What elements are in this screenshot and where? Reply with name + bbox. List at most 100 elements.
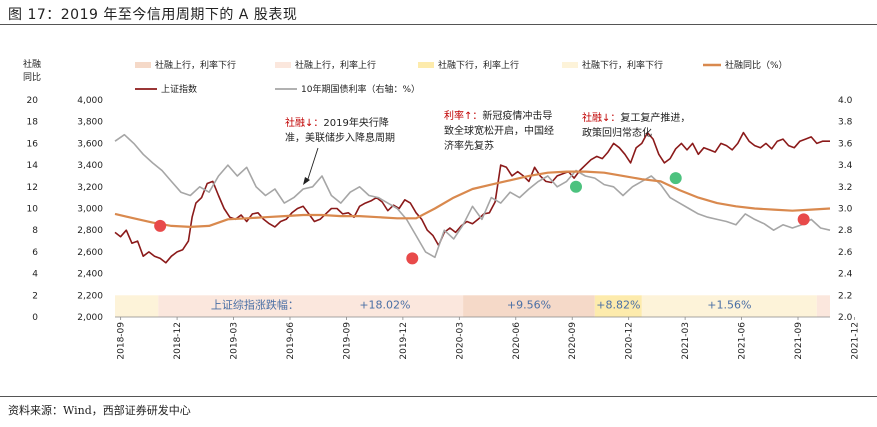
legend-label: 社融上行，利率上行 (295, 59, 376, 71)
left2-tick: 3,200 (77, 183, 103, 193)
right-tick: 3.6 (838, 139, 853, 149)
annotation-line: 社融↓：复工复产推进， (582, 111, 690, 124)
right-tick: 3.2 (838, 183, 852, 193)
left-tick: 12 (27, 183, 38, 193)
phase-bands: 上证综指涨跌幅： +18.02% +9.56% +8.82% +1.56% (115, 295, 830, 317)
marker-dot (406, 252, 419, 265)
legend-label: 社融同比（%） (725, 59, 788, 71)
series-lines (114, 131, 831, 264)
annotation-text: 复工复产推进， (620, 111, 690, 124)
annotation-line: 济率先复苏 (444, 139, 494, 152)
legend-label: 社融上行，利率下行 (155, 59, 236, 71)
marker-dot (569, 180, 582, 193)
left2-tick: 2,800 (77, 226, 103, 236)
left-tick: 20 (27, 96, 39, 106)
legend-swatch (562, 62, 578, 68)
legend-swatch (418, 62, 434, 68)
right-tick: 3.0 (838, 205, 853, 215)
annotation-line: 致全球宽松开启，中国经 (444, 124, 554, 137)
band-4 (641, 295, 817, 317)
annotation-text: 济率先复苏 (444, 139, 494, 152)
annotation-text: 新冠疫情冲击导 (482, 109, 552, 122)
x-tick-label: 2018-12 (173, 322, 183, 360)
right-tick: 2.6 (838, 248, 853, 258)
annotation-line: 社融↓：2019年央行降 (285, 116, 389, 129)
band-label: +9.56% (507, 298, 551, 311)
x-tick-label: 2020-12 (625, 322, 635, 360)
annotation-text: 政策回归常态化 (582, 126, 652, 139)
figure-title: 图 17：2019 年至今信用周期下的 A 股表现 (8, 7, 298, 23)
series-line-1 (114, 133, 831, 259)
annotation-arrow (306, 147, 319, 183)
band-5 (816, 295, 830, 317)
left-tick: 10 (27, 205, 39, 215)
annotation-text: 致全球宽松开启，中国经 (444, 124, 554, 137)
left-tick: 18 (27, 118, 39, 128)
x-tick-label: 2020-09 (568, 322, 578, 360)
right-tick: 2.8 (838, 226, 853, 236)
left-tick: 4 (32, 270, 38, 280)
source-rule (0, 396, 877, 397)
annotations: 社融↓：2019年央行降准，美联储步入降息周期利率↑：新冠疫情冲击导致全球宽松开… (285, 109, 690, 185)
band-label: +1.56% (707, 298, 751, 311)
left-tick: 16 (27, 139, 39, 149)
left2-tick: 3,000 (77, 205, 103, 215)
left-tick: 2 (32, 291, 38, 301)
legend-label: 社融下行，利率下行 (582, 59, 663, 71)
annotation-line: 准，美联储步入降息周期 (285, 131, 395, 144)
band-0 (115, 295, 159, 317)
band-1 (158, 295, 464, 317)
left-tick: 8 (32, 226, 38, 236)
left2-tick: 2,600 (77, 248, 103, 258)
annotation-text: 2019年央行降 (323, 116, 388, 129)
left-axis-title: 社融 (23, 58, 41, 70)
legend-label: 10年期国债利率（右轴：%） (301, 83, 420, 95)
right-tick: 3.4 (838, 161, 853, 171)
right-tick: 2.2 (838, 291, 852, 301)
x-tick-label: 2019-06 (286, 322, 296, 360)
markers (154, 172, 810, 265)
x-tick-label: 2019-03 (230, 322, 240, 360)
marker-dot (669, 172, 682, 185)
x-tick-label: 2020-06 (512, 322, 522, 360)
left2-tick: 3,600 (77, 139, 103, 149)
band-2 (463, 295, 595, 317)
left-tick: 14 (27, 161, 39, 171)
left2-tick: 3,800 (77, 118, 103, 128)
left-tick: 0 (32, 313, 38, 323)
series-line-0 (114, 131, 830, 264)
x-tick-label: 2020-03 (455, 322, 465, 360)
annotation-arrowhead (303, 177, 310, 185)
annotation-key: 社融↓： (582, 111, 620, 124)
title-rule (0, 24, 877, 25)
chart: 上证综指涨跌幅： +18.02% +9.56% +8.82% +1.56% 20 4,0… (23, 58, 860, 360)
left2-tick: 3,400 (77, 161, 103, 171)
x-tick-label: 2019-09 (342, 322, 352, 360)
x-tick-label: 2021-03 (681, 322, 691, 360)
legend-label: 上证指数 (161, 83, 197, 95)
series-line-2 (114, 170, 831, 228)
legend-swatch (135, 62, 151, 68)
right-tick: 4.0 (838, 96, 853, 106)
marker-dot (797, 213, 810, 226)
band-3 (594, 295, 642, 317)
x-tick-label: 2021-09 (794, 322, 804, 360)
annotation-line: 利率↑：新冠疫情冲击导 (444, 109, 552, 122)
legend-swatch (275, 62, 291, 68)
right-tick: 2.4 (838, 270, 853, 280)
axes: 20 4,000 4.018 3,800 3.816 3,600 3.614 3,400 3.4… (23, 58, 860, 360)
left2-tick: 2,200 (77, 291, 103, 301)
annotation-text: 准，美联储步入降息周期 (285, 131, 395, 144)
left2-tick: 4,000 (77, 96, 103, 106)
left2-tick: 2,400 (77, 270, 103, 280)
legend: 社融上行，利率下行 社融上行，利率上行 社融下行，利率上行 社融下行，利率下行 社融同比… (135, 59, 788, 95)
annotation-key: 利率↑： (444, 109, 482, 122)
x-tick-label: 2018-09 (117, 322, 127, 360)
x-tick-label: 2019-12 (399, 322, 409, 360)
x-tick-label: 2021-06 (738, 322, 748, 360)
right-tick: 3.8 (838, 118, 853, 128)
band-label: 上证综指涨跌幅： +18.02% (211, 297, 411, 311)
left-tick: 6 (32, 248, 38, 258)
x-tick-label: 2021-12 (850, 322, 860, 360)
legend-label: 社融下行，利率上行 (438, 59, 519, 71)
